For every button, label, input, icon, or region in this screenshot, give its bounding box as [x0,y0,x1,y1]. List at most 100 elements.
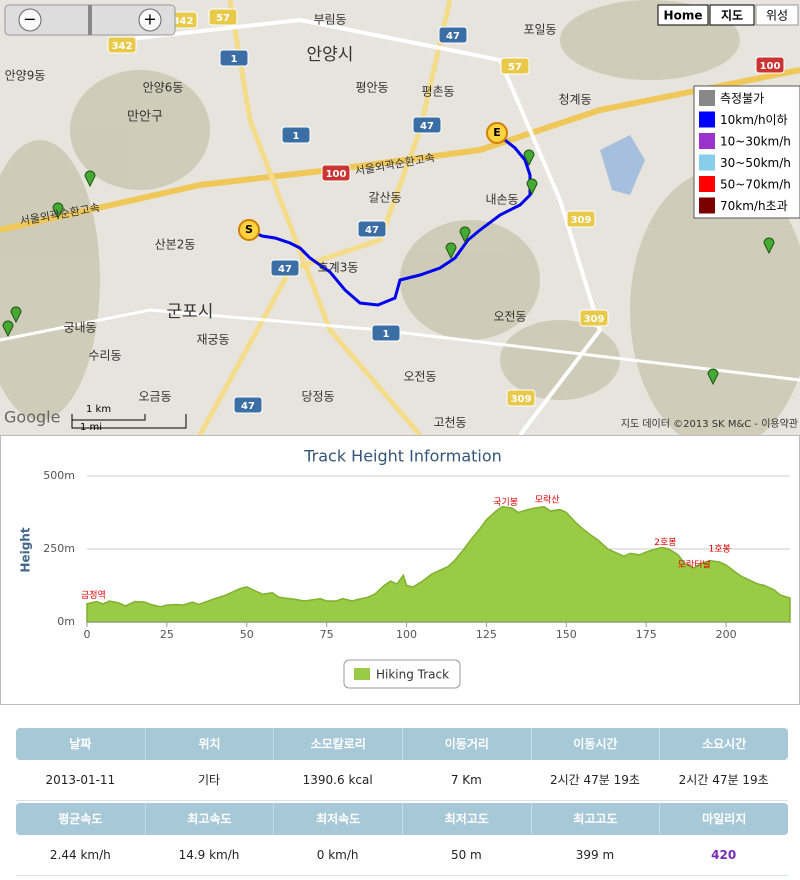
route-shield-label: 1 [293,131,300,142]
cell: 2.44 km/h [49,848,111,862]
value-row: 2013-01-11 기타 1390.6 kcal 7 Km 2시간 47분 19초 2시… [16,760,788,801]
header-cell: 최고고도 [530,803,660,835]
pin[interactable] [445,242,457,260]
speed-label: 50~70km/h [720,178,791,192]
chart: Track Height Information Height 0m 250m 50… [0,435,800,705]
speed-label: 70km/h초과 [720,199,788,213]
legend-label[interactable]: Hiking Track [376,668,449,682]
route-shield-label: 100 [326,169,347,180]
pins [2,149,775,386]
map-type-button[interactable] [709,4,755,26]
place-label: 호계3동 [318,261,359,275]
map-type-label[interactable]: 위성 [766,9,788,23]
chart-title: Track Height Information [303,447,502,466]
header-row: 평균속도 최고속도 최저속도 최저고도 최고고도 마일리지 [16,803,788,835]
pin[interactable] [2,320,14,338]
route-shield-label: 47 [278,264,292,275]
zoom-out-label[interactable]: − [23,10,36,29]
route-shield-label: 342 [112,41,133,52]
pin[interactable] [10,306,22,324]
y-axis-label: Height [19,527,33,572]
logo: Google [4,408,60,427]
speed-label: 10km/h이하 [720,113,788,127]
route-shield [357,220,387,238]
pin[interactable] [84,170,96,188]
scale-km: 1 km [86,404,111,415]
zoom-handle[interactable] [88,5,92,35]
route-shield-label: 57 [216,13,230,24]
map-type-button[interactable] [755,4,799,26]
x-tick-label: 100 [396,628,417,641]
end-label: E [493,126,501,139]
x-tick-label: 25 [160,628,174,641]
pin[interactable] [707,368,719,386]
route-shield [412,116,442,134]
route-shield-label: 309 [511,394,532,405]
route-shield-label: 342 [173,16,194,27]
route-shield [579,309,609,327]
pin[interactable] [523,149,535,167]
place-label: 부림동 [313,13,346,27]
route-shield [107,36,137,54]
route-shield [208,8,238,26]
y-tick-label: 500m [43,469,75,482]
place-label: 군포시 [167,302,214,322]
header-cell: 위치 [144,728,274,760]
place-label: 재궁동 [196,333,229,347]
start-label: S [245,223,253,236]
legend-box[interactable] [343,659,461,689]
place-label: 당정동 [301,390,334,404]
cell: 1390.6 kcal [302,773,373,787]
y-tick-label: 0m [57,615,75,628]
cell: 399 m [575,848,615,862]
pin[interactable] [52,202,64,220]
place-label: 오전동 [403,370,436,384]
lake [600,135,645,195]
cell: 0 km/h [316,848,359,862]
zoom-in-label[interactable]: + [143,10,156,29]
header-cell: 이동시간 [530,728,660,760]
route-shield [281,126,311,144]
cell: 2시간 47분 19초 [678,773,769,787]
place-label: 궁내동 [63,321,96,335]
x-tick-label: 200 [716,628,737,641]
place-label: 고천동 [433,415,466,430]
start-marker[interactable] [238,219,260,241]
header-row: 날짜 위치 소모칼로리 이동거리 이동시간 소요시간 [16,728,788,760]
route-shield [500,57,530,75]
pin[interactable] [763,237,775,255]
annotation: 1호봉 [709,544,731,555]
end-marker[interactable] [486,122,508,144]
value-row: 2.44 km/h 14.9 km/h 0 km/h 50 m 399 m 420 [16,835,788,876]
zoom-out[interactable] [18,8,42,32]
map-type-label[interactable]: 지도 [721,8,743,23]
pin[interactable] [526,178,538,196]
x-tick-label: 150 [556,628,577,641]
header-cell: 최저속도 [273,803,402,835]
speed-swatch [699,154,715,171]
map-type-label[interactable]: Home [664,9,703,23]
route-shield [371,324,401,342]
pin[interactable] [459,226,471,244]
x-tick-label: 50 [240,628,254,641]
annotation: 2호봉 [654,537,676,548]
route-shield [566,210,596,228]
route-shield-label: 57 [508,62,522,73]
route-shield [755,56,785,74]
route-shield [321,164,351,182]
speed-swatch [699,176,715,192]
zoom-in[interactable] [138,8,162,32]
place-label: 청계동 [558,93,591,107]
speed-label: 30~50km/h [720,156,791,170]
place-label: 만안구 [127,110,163,125]
route-shield-label: 47 [241,401,255,412]
route-shield-label: 309 [584,314,605,325]
map-type-button[interactable] [657,4,709,26]
route [248,132,532,307]
annotation: 금정역 [81,590,106,601]
header-cell: 평균속도 [58,812,103,826]
cell: 7 Km [450,773,482,787]
route-shield-label: 100 [760,61,781,72]
speed-label: 10~30km/h [720,135,791,149]
